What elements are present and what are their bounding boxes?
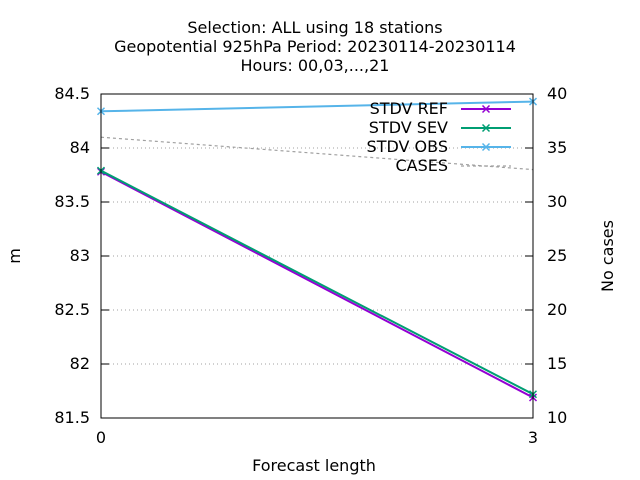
series-line-cases (100, 136, 534, 171)
chart-title: Selection: ALL using 18 stations Geopote… (114, 18, 516, 75)
title-line-2: Geopotential 925hPa Period: 20230114-202… (114, 37, 516, 56)
y2-tick-label: 20 (547, 300, 567, 319)
y2-tick-label: 10 (547, 408, 567, 427)
legend-label-cases: CASES (395, 156, 448, 175)
legend-label-stdv-sev: STDV SEV (369, 118, 448, 137)
y-tick-label: 82 (70, 354, 90, 373)
x-axis-label: Forecast length (252, 456, 376, 475)
series-line-stdv-obs (100, 100, 534, 113)
legend-marker-stdv-obs (481, 142, 491, 152)
y2-axis-label: No cases (598, 220, 617, 292)
series-line-stdv-sev (100, 169, 534, 396)
title-line-3: Hours: 00,03,...,21 (241, 56, 390, 75)
axis-ticks: 81.5 82 82.5 83 83.5 84 84.5 10 15 20 25 30 35 40 0 3 (54, 84, 567, 447)
grid (101, 147, 533, 365)
y-tick-label: 81.5 (54, 408, 90, 427)
x-tick-label: 0 (96, 428, 106, 447)
y-tick-label: 84.5 (54, 84, 90, 103)
y2-tick-label: 30 (547, 192, 567, 211)
y-tick-label: 82.5 (54, 300, 90, 319)
y2-tick-label: 40 (547, 84, 567, 103)
y2-tick-label: 15 (547, 354, 567, 373)
x-tick-label: 3 (528, 428, 538, 447)
series-line-stdv-ref (100, 170, 534, 399)
legend-marker-stdv-sev (481, 123, 491, 133)
y2-tick-label: 35 (547, 138, 567, 157)
legend-marker-stdv-ref (481, 104, 491, 114)
title-line-1: Selection: ALL using 18 stations (187, 18, 442, 37)
y-axis-label: m (5, 248, 24, 264)
y-tick-label: 83.5 (54, 192, 90, 211)
cases-series (100, 136, 534, 171)
y-tick-label: 83 (70, 246, 90, 265)
y-tick-label: 84 (70, 138, 90, 157)
legend-label-stdv-ref: STDV REF (370, 99, 448, 118)
series-group (96, 97, 538, 402)
y2-tick-label: 25 (547, 246, 567, 265)
legend-label-stdv-obs: STDV OBS (367, 137, 448, 156)
